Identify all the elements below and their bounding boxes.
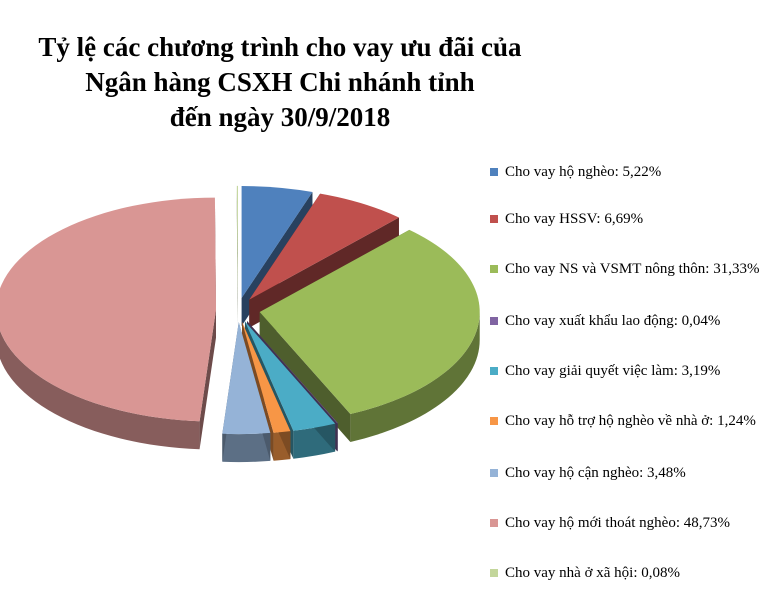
chart-title-line-2: Ngân hàng CSXH Chi nhánh tỉnh — [85, 67, 475, 97]
legend-swatch — [490, 519, 498, 527]
pie-slice-top — [242, 321, 291, 433]
chart-title-line-1: Tỷ lệ các chương trình cho vay ưu đãi củ… — [38, 32, 522, 62]
legend-label: Cho vay HSSV: 6,69% — [505, 211, 644, 227]
pie-slice-cut-face — [259, 311, 351, 442]
legend-swatch — [490, 215, 498, 223]
legend-swatch — [490, 417, 498, 425]
legend-swatch — [490, 469, 498, 477]
legend-item-gqvl: Cho vay giải quyết việc làm: 3,19% — [490, 362, 760, 381]
legend-label: Cho vay hộ mới thoát nghèo: 48,73% — [505, 515, 730, 531]
pie-slice-top — [222, 322, 271, 435]
pie-slice-cho-vay-ns-va-vsmt-nong-thon — [259, 229, 480, 442]
pie-slice-wall — [0, 330, 200, 450]
legend-item-hssv: Cho vay HSSV: 6,69% — [490, 210, 760, 229]
legend-item-can-ngheo: Cho vay hộ cận nghèo: 3,48% — [490, 464, 760, 483]
pie-slice-cut-face — [199, 309, 217, 450]
pie-slice-wall — [350, 311, 480, 442]
pie-slice-top — [236, 185, 238, 298]
legend-item-nha-o: Cho vay hỗ trợ hộ nghèo về nhà ở: 1,24% — [490, 412, 760, 431]
legend-item-moi-thoat-ngheo: Cho vay hộ mới thoát nghèo: 48,73% — [490, 514, 760, 533]
legend-swatch — [490, 168, 498, 176]
legend-label: Cho vay hộ nghèo: 5,22% — [505, 164, 662, 180]
chart-title: Tỷ lệ các chương trình cho vay ưu đãi củ… — [0, 30, 560, 135]
pie-slice-top — [259, 229, 480, 414]
pie-slice-cho-vay-nha-o-xa-hoi — [236, 185, 238, 326]
legend-label: Cho vay hộ cận nghèo: 3,48% — [505, 465, 686, 481]
pie-slice-top — [247, 321, 338, 424]
pie-slice-cho-vay-ho-can-ngheo — [222, 322, 271, 463]
legend-swatch — [490, 265, 498, 273]
legend-label: Cho vay NS và VSMT nông thôn: 31,33% — [505, 261, 760, 277]
legend-label: Cho vay hỗ trợ hộ nghèo về nhà ở: 1,24% — [505, 413, 756, 429]
pie-slice-top — [241, 186, 313, 299]
legend-swatch — [490, 317, 498, 325]
legend-item-xkld: Cho vay xuất khẩu lao động: 0,04% — [490, 312, 760, 331]
legend-swatch — [490, 367, 498, 375]
pie-slice-top — [0, 197, 217, 422]
legend-item-nha-o-xa-hoi: Cho vay nhà ở xã hội: 0,08% — [490, 564, 760, 583]
pie-slice-cho-vay-ho-moi-thoat-ngheo — [0, 197, 217, 450]
pie-slice-cut-face — [236, 185, 238, 326]
legend-label: Cho vay giải quyết việc làm: 3,19% — [505, 363, 721, 379]
pie-slice-wall — [222, 432, 271, 463]
chart-title-line-3: đến ngày 30/9/2018 — [169, 102, 391, 132]
legend-swatch — [490, 569, 498, 577]
legend-item-ho-ngheo: Cho vay hộ nghèo: 5,22% — [490, 163, 760, 182]
legend-item-ns-vsmt: Cho vay NS và VSMT nông thôn: 31,33% — [490, 260, 760, 279]
legend-label: Cho vay xuất khẩu lao động: 0,04% — [505, 313, 721, 329]
pie-slice-top — [249, 193, 399, 300]
pie-slice-top — [244, 321, 336, 431]
pie-chart — [0, 185, 480, 463]
legend-label: Cho vay nhà ở xã hội: 0,08% — [505, 565, 680, 581]
